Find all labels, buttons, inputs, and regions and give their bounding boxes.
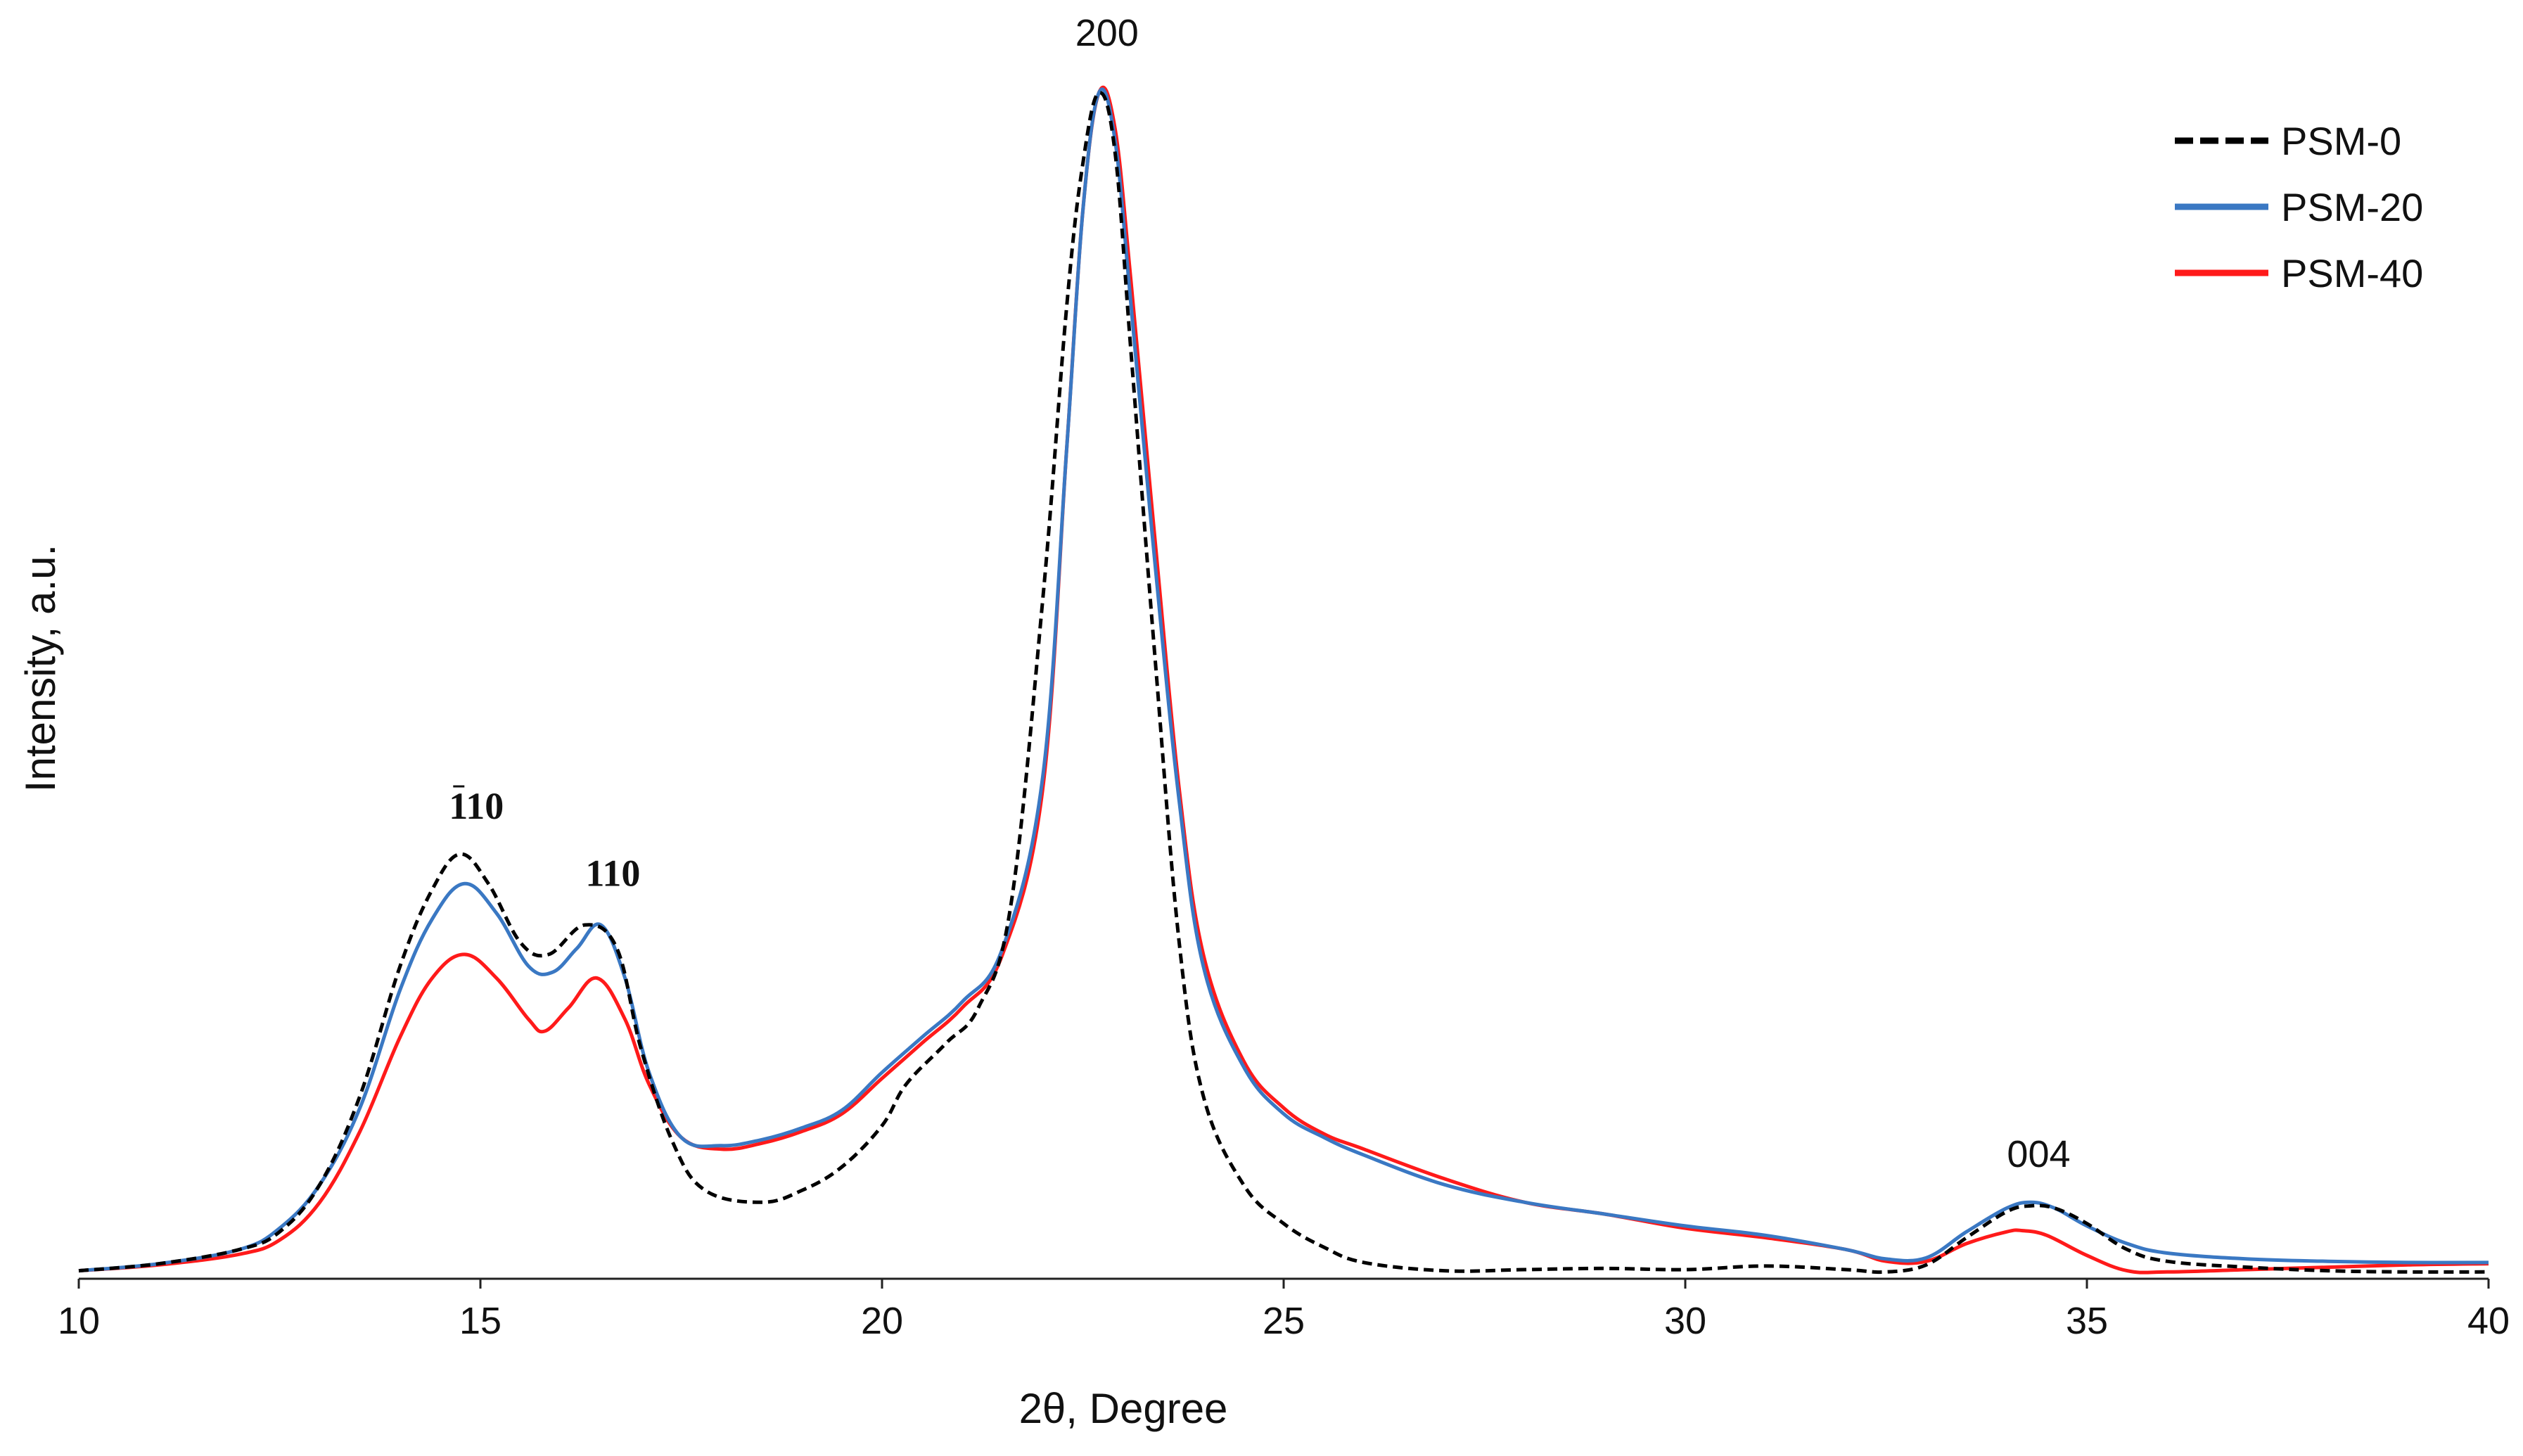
- legend: PSM-0 PSM-20 PSM-40: [2175, 119, 2423, 295]
- peak-label: 110: [585, 852, 640, 895]
- x-tick-label: 15: [459, 1300, 502, 1342]
- peak-label-overbar-digit: 1: [449, 785, 466, 827]
- x-tick-label: 20: [861, 1300, 903, 1342]
- y-axis-title: Intensity, a.u.: [17, 544, 64, 792]
- x-ticks: 10 15 20 25 30 35 40: [58, 1279, 2510, 1342]
- legend-label-psm-20: PSM-20: [2281, 185, 2423, 229]
- x-tick-label: 30: [1664, 1300, 1706, 1342]
- peak-label: 200: [1075, 12, 1139, 54]
- x-tick-label: 40: [2467, 1300, 2510, 1342]
- series-layer: [78, 85, 2489, 1275]
- x-tick-label: 10: [58, 1300, 100, 1342]
- series-line-psm-0: [78, 91, 2489, 1275]
- peak-label: 110: [449, 785, 504, 827]
- x-axis-title: 2θ, Degree: [1019, 1385, 1228, 1432]
- peak-label-rest: 10: [466, 785, 504, 827]
- legend-label-psm-40: PSM-40: [2281, 251, 2423, 295]
- plot-area: 10 15 20 25 30 35 40: [58, 85, 2510, 1342]
- legend-label-psm-0: PSM-0: [2281, 119, 2401, 163]
- x-tick-label: 25: [1263, 1300, 1305, 1342]
- x-tick-label: 35: [2066, 1300, 2108, 1342]
- series-line-psm-20: [78, 87, 2489, 1273]
- peak-label: 004: [2007, 1133, 2070, 1175]
- series-line-psm-40: [78, 85, 2489, 1275]
